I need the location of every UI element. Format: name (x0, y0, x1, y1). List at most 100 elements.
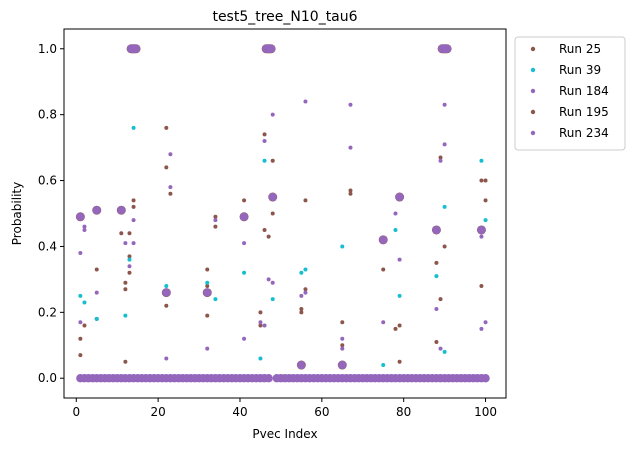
x-tick-label: 80 (396, 405, 411, 419)
data-point (168, 185, 173, 190)
data-point (393, 326, 398, 331)
data-point (258, 310, 263, 315)
data-point (213, 297, 218, 302)
series-5 (76, 44, 486, 370)
data-point (434, 274, 439, 279)
data-point (127, 264, 132, 269)
data-point (432, 225, 441, 235)
data-point (266, 277, 271, 282)
data-point (205, 313, 210, 318)
data-point (242, 241, 247, 246)
points-layer (75, 44, 488, 370)
data-point (78, 320, 83, 325)
data-point (258, 356, 263, 361)
data-point (303, 198, 308, 203)
data-point (205, 283, 210, 288)
data-point (123, 359, 128, 364)
data-point (242, 336, 247, 341)
data-point (76, 212, 85, 221)
data-point (340, 343, 345, 348)
chart-title: test5_tree_N10_tau6 (212, 9, 357, 25)
data-point (78, 293, 83, 298)
data-point (483, 320, 488, 325)
data-point (258, 323, 263, 328)
data-point (338, 360, 347, 370)
data-point (258, 320, 263, 325)
data-point (442, 204, 447, 209)
data-point (340, 336, 345, 341)
data-point (479, 158, 484, 163)
data-point (340, 320, 345, 325)
legend-box (514, 36, 626, 151)
data-point (117, 206, 126, 215)
data-point (299, 310, 304, 315)
data-point (203, 288, 212, 297)
data-point (127, 270, 132, 275)
data-point (397, 323, 402, 328)
data-point (131, 125, 136, 130)
data-point (205, 346, 210, 351)
data-point (164, 283, 169, 288)
data-point (262, 227, 267, 232)
plot-frame (63, 28, 507, 399)
legend-marker (530, 109, 536, 115)
data-point (340, 346, 345, 351)
data-point (168, 152, 173, 157)
data-point (442, 244, 447, 249)
x-tick-label: 100 (474, 405, 497, 419)
data-point (299, 293, 304, 298)
data-point (94, 290, 99, 295)
data-point (164, 165, 169, 170)
data-point (82, 224, 87, 229)
data-point (164, 356, 169, 361)
data-point (213, 214, 218, 219)
data-point (303, 267, 308, 272)
data-point (393, 211, 398, 216)
data-point (483, 178, 488, 183)
zero-band-point (481, 374, 490, 383)
data-point (131, 218, 136, 223)
data-point (127, 231, 132, 236)
data-point (162, 288, 171, 297)
data-point (270, 112, 275, 117)
data-point (270, 211, 275, 216)
x-tick-label: 60 (314, 405, 329, 419)
data-point (270, 158, 275, 163)
y-tick-label: 1.0 (38, 42, 57, 56)
data-point (262, 323, 267, 328)
legend-label: Run 234 (559, 126, 609, 140)
data-point (397, 359, 402, 364)
data-point (262, 139, 267, 144)
data-point (239, 212, 249, 221)
series-2 (78, 125, 488, 368)
legend-label: Run 184 (559, 84, 609, 98)
data-point (299, 307, 304, 312)
x-axis-ticks: 0 20 40 60 80 100 (72, 398, 497, 419)
data-point (303, 99, 308, 104)
data-point (268, 192, 277, 202)
data-point (205, 280, 210, 285)
data-point (213, 218, 218, 223)
data-point (442, 44, 452, 53)
data-point (303, 290, 308, 295)
data-point (442, 102, 447, 107)
data-point (242, 270, 247, 275)
data-point (82, 227, 87, 232)
data-point (438, 158, 443, 163)
legend-label: Run 25 (559, 42, 601, 56)
y-tick-label: 0.6 (38, 174, 57, 188)
data-point (168, 191, 173, 196)
data-point (78, 251, 83, 256)
legend-marker (530, 130, 536, 136)
x-tick-label: 0 (72, 405, 80, 419)
data-point (270, 280, 275, 285)
legend-label: Run 195 (559, 105, 609, 119)
data-point (442, 349, 447, 354)
y-axis-ticks: 0.0 0.2 0.4 0.6 0.8 1.0 (38, 42, 64, 385)
data-point (242, 198, 247, 203)
series-3 (78, 99, 488, 361)
data-point (479, 178, 484, 183)
data-point (297, 360, 306, 370)
data-point (479, 283, 484, 288)
